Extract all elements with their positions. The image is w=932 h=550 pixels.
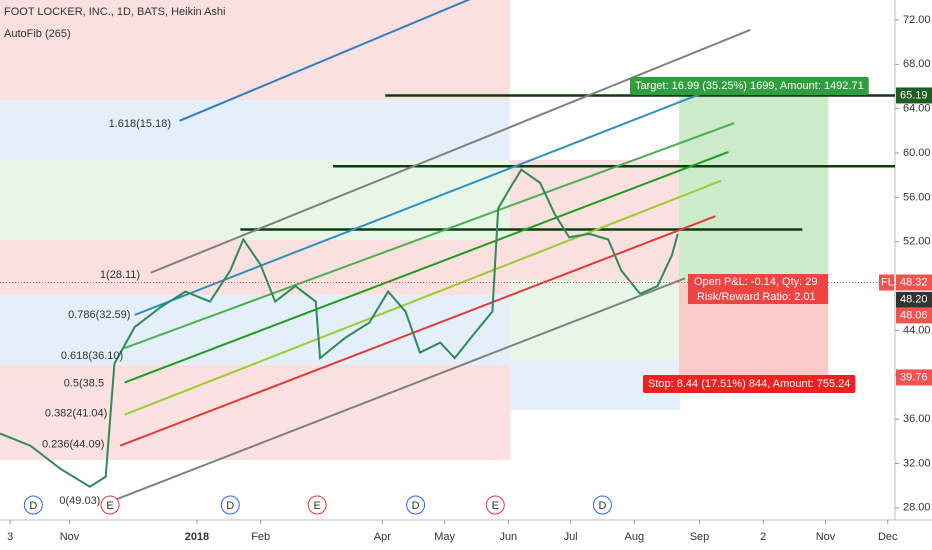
x-tick-label: Dec [878,531,898,543]
price-tag-box [896,274,932,291]
event-label: D [29,500,37,512]
x-tick-label: Aug [625,531,645,543]
symbol-tag-label: FL [881,276,894,288]
event-marker [307,495,327,515]
x-tick-label: May [434,531,455,543]
event-label: E [313,500,320,512]
y-tick-label: 44.00 [903,324,931,336]
x-tick-label: Sep [690,531,710,543]
price-tag: 48.06 [896,307,932,324]
x-tick-label: Jun [499,531,517,543]
x-tick-label: Nov [60,531,80,543]
x-tick-label: 2 [760,531,766,543]
price-tag: 65.19 [896,87,932,104]
target-label: Target: 16.99 (35.25%) 1699, Amount: 149… [630,77,869,95]
symbol-tag-box [879,274,894,291]
price-tag-label: 65.19 [900,89,928,101]
symbol-tag: FL [879,274,894,291]
event-marker [406,495,426,515]
x-tick-label: Jul [564,531,578,543]
trend-line [150,29,751,274]
price-tag-box [896,307,932,324]
price-line [0,168,679,488]
stop-label: Stop: 8.44 (17.51%) 844, Amount: 755.24 [643,375,856,393]
trend-line [134,91,706,316]
pnl-label: Open P&L: -0.14, Qty: 29 [694,276,818,288]
trend-line [124,122,735,350]
price-tag-label: 48.06 [900,309,928,321]
y-tick-label: 64.00 [903,103,931,115]
fib-label: 0(49.03) [59,495,100,507]
trend-line [124,150,729,384]
pnl-box-bg [688,274,828,304]
price-tag-label: 48.32 [900,276,928,288]
target-label-box [630,77,869,95]
y-tick-label: 36.00 [903,413,931,425]
price-tag: 39.76 [896,369,932,386]
price-tag: 48.20 [896,291,932,308]
price-tag-label: 48.20 [900,294,928,306]
price-tag-box [896,369,932,386]
x-tick-label: Feb [251,531,270,543]
fib-label: 0.5(38.5 [64,378,104,390]
stop-label-box [643,375,856,393]
event-label: E [106,500,113,512]
stop-label-text: Stop: 8.44 (17.51%) 844, Amount: 755.24 [648,378,850,390]
y-tick-label: 68.00 [903,58,931,70]
y-tick-label: 32.00 [903,457,931,469]
price-tag-box [896,291,932,308]
trend-line [114,277,686,501]
event-marker [592,495,612,515]
indicator-name: AutoFib (265) [4,28,71,40]
y-tick-label: 52.00 [903,236,931,248]
fib-label: 1(28.11) [100,269,140,281]
price-tag-label: 39.76 [900,371,928,383]
event-label: D [412,500,420,512]
x-tick-label: Apr [374,531,391,543]
event-label: D [226,500,234,512]
event-marker [100,495,120,515]
target-label-text: Target: 16.99 (35.25%) 1699, Amount: 149… [635,80,864,92]
y-tick-label: 56.00 [903,191,931,203]
ratio-label: Risk/Reward Ratio: 2.01 [697,291,816,303]
fib-label: 1.618(15.18) [109,118,171,130]
chart-title: FOOT LOCKER, INC., 1D, BATS, Heikin Ashi [4,6,225,18]
event-label: E [492,500,499,512]
event-marker [23,495,43,515]
x-tick-label: 3 [7,531,13,543]
y-tick-label: 60.00 [903,147,931,159]
price-tag-box [896,87,932,104]
trend-line [119,215,716,447]
x-tick-label: Nov [816,531,836,543]
target-zone [679,95,829,284]
trend-line [179,0,471,122]
y-tick-label: 28.00 [903,502,931,514]
x-tick-label: 2018 [185,531,209,543]
event-marker [485,495,505,515]
fib-label: 0.382(41.04) [45,407,107,419]
pnl-box: Open P&L: -0.14, Qty: 29 Risk/Reward Rati… [688,274,828,304]
fib-zones [0,0,680,460]
fib-label: 0.786(32.59) [68,309,130,321]
trend-line [124,179,722,416]
y-tick-label: 72.00 [903,14,931,26]
fib-label: 0.236(44.09) [42,439,104,451]
price-tag: 48.32 [896,274,932,291]
event-marker [220,495,240,515]
event-label: D [598,500,606,512]
fib-label: 0.618(36.10) [61,350,123,362]
